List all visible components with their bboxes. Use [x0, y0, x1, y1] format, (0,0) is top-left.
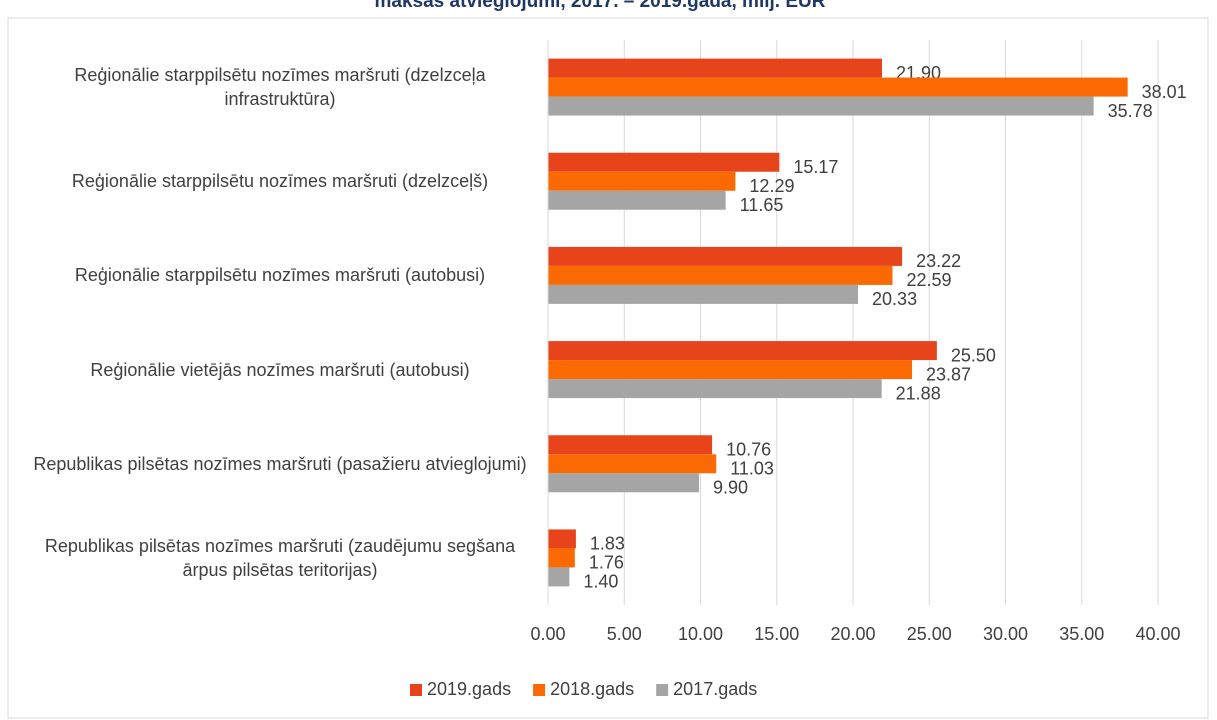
x-tick-label: 5.00 — [607, 624, 642, 644]
value-label: 15.17 — [793, 157, 838, 177]
value-label: 1.76 — [589, 553, 624, 573]
value-label: 12.29 — [749, 176, 794, 196]
value-label: 10.76 — [726, 440, 771, 460]
bar — [548, 265, 893, 285]
bar — [548, 548, 575, 568]
x-tick-label: 20.00 — [830, 624, 875, 644]
value-label: 20.33 — [872, 289, 917, 309]
bar — [548, 246, 903, 266]
bar — [548, 190, 726, 210]
y-tick-label: Republikas pilsētas nozīmes maršruti (pa… — [33, 453, 527, 474]
value-label: 21.88 — [896, 383, 941, 403]
y-tick-label: Reģionālie starppilsētu nozīmes maršruti… — [74, 65, 486, 110]
x-tick-label: 40.00 — [1135, 624, 1180, 644]
x-tick-label: 10.00 — [678, 624, 723, 644]
bar — [548, 58, 882, 78]
y-tick-label: Reģionālie vietējās nozīmes maršruti (au… — [90, 359, 470, 380]
bar — [548, 567, 570, 587]
y-tick-label: Reģionālie starppilsētu nozīmes maršruti… — [71, 171, 489, 192]
y-tick-label: Reģionālie starppilsētu nozīmes maršruti… — [74, 265, 486, 286]
chart-title: maksas atvieglojumi, 2017. – 2019.gadā, … — [375, 0, 826, 12]
y-tick-label: Republikas pilsētas nozīmes maršruti (za… — [44, 535, 516, 580]
value-label: 23.87 — [926, 364, 971, 384]
bar — [548, 171, 736, 191]
legend-label: 2017.gads — [673, 679, 757, 699]
legend-label: 2019.gads — [427, 679, 511, 699]
x-tick-label: 25.00 — [907, 624, 952, 644]
bar — [548, 473, 699, 493]
value-label: 1.40 — [583, 572, 618, 592]
x-tick-label: 0.00 — [530, 624, 565, 644]
value-label: 22.59 — [906, 270, 951, 290]
value-label: 35.78 — [1108, 101, 1153, 121]
value-label: 23.22 — [916, 251, 961, 271]
bar — [548, 284, 859, 304]
value-label: 9.90 — [713, 478, 748, 498]
bar — [548, 77, 1128, 97]
value-label: 38.01 — [1142, 82, 1187, 102]
bar — [548, 435, 713, 455]
bar — [548, 454, 717, 474]
x-tick-label: 35.00 — [1059, 624, 1104, 644]
x-tick-label: 30.00 — [983, 624, 1028, 644]
bar — [548, 341, 937, 361]
bar — [548, 379, 882, 399]
legend-swatch — [410, 684, 422, 696]
value-label: 11.65 — [740, 195, 784, 215]
bar — [548, 96, 1094, 116]
legend-swatch — [656, 684, 669, 696]
legend-swatch — [533, 684, 546, 696]
value-label: 11.03 — [730, 459, 774, 479]
value-label: 25.50 — [951, 345, 996, 365]
bar — [548, 529, 576, 549]
legend-label: 2018.gads — [550, 679, 634, 699]
x-tick-label: 15.00 — [754, 624, 799, 644]
bar — [548, 360, 913, 380]
bar — [548, 152, 780, 172]
value-label: 1.83 — [590, 534, 625, 554]
